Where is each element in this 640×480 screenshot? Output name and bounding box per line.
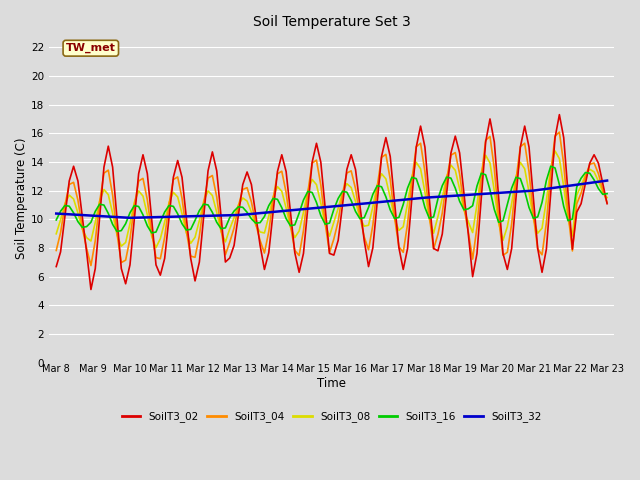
- Y-axis label: Soil Temperature (C): Soil Temperature (C): [15, 137, 28, 259]
- Text: TW_met: TW_met: [66, 43, 116, 53]
- X-axis label: Time: Time: [317, 377, 346, 390]
- Title: Soil Temperature Set 3: Soil Temperature Set 3: [253, 15, 410, 29]
- Legend: SoilT3_02, SoilT3_04, SoilT3_08, SoilT3_16, SoilT3_32: SoilT3_02, SoilT3_04, SoilT3_08, SoilT3_…: [117, 408, 546, 427]
